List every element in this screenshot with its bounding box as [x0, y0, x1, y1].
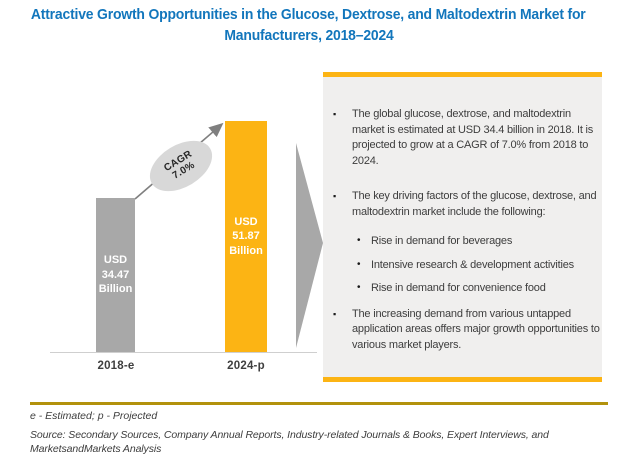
cagr-badge: CAGR 7.0%	[141, 130, 221, 202]
list-item: • Intensive research & development activ…	[357, 258, 602, 274]
bullet-2-text: The key driving factors of the glucose, …	[352, 190, 597, 218]
list-item: • Rise in demand for beverages	[357, 234, 602, 250]
bullet-dot-icon: •	[357, 282, 361, 293]
list-item: • Rise in demand for convenience food	[357, 281, 602, 297]
footer-source-text: Source: Secondary Sources, Company Annua…	[30, 429, 549, 455]
bar-2018-label-currency: USD	[103, 254, 128, 267]
bullet-square-icon: ▪	[333, 308, 337, 319]
bar-2024-label-unit: Billion	[229, 244, 263, 257]
x-axis-line	[50, 352, 317, 353]
bar-2024: USD 51.87 Billion	[225, 121, 267, 352]
bullet-square-icon: ▪	[333, 191, 337, 201]
bar-2024-label-value: 51.87	[232, 230, 260, 243]
footer-legend-note: e - Estimated; p - Projected	[30, 410, 158, 422]
sub-bullet-3-text: Rise in demand for convenience food	[371, 282, 546, 294]
bar-2024-label-currency: USD	[234, 215, 258, 228]
bar-2018-label-value: 34.47	[101, 268, 130, 281]
forward-arrow-icon	[296, 143, 323, 348]
list-item: ▪ The global glucose, dextrose, and malt…	[333, 107, 602, 169]
bullet-dot-icon: •	[357, 235, 361, 246]
page-title: Attractive Growth Opportunities in the G…	[0, 4, 617, 46]
page-title-line2: Manufacturers, 2018–2024	[223, 27, 394, 44]
insights-panel: ▪ The global glucose, dextrose, and malt…	[323, 72, 602, 382]
x-axis-label-2024p: 2024-p	[227, 360, 265, 372]
bullet-dot-icon: •	[357, 258, 361, 270]
sub-bullet-1-text: Rise in demand for beverages	[371, 235, 513, 247]
page-title-line1: Attractive Growth Opportunities in the G…	[31, 6, 586, 23]
list-item: ▪ The key driving factors of the glucose…	[333, 189, 602, 220]
bullet-1-text: The global glucose, dextrose, and maltod…	[352, 108, 594, 167]
list-item: ▪ The increasing demand from various unt…	[333, 307, 602, 354]
bar-2018: USD 34.47 Billion	[96, 198, 135, 352]
sub-bullet-2-text: Intensive research & development activit…	[371, 258, 574, 271]
bullet-square-icon: ▪	[333, 109, 337, 119]
footer-divider	[30, 402, 608, 405]
x-axis-label-2018e: 2018-e	[97, 360, 135, 372]
bullet-3-text: The increasing demand from various untap…	[352, 307, 600, 351]
bar-2018-label-unit: Billion	[98, 283, 133, 296]
